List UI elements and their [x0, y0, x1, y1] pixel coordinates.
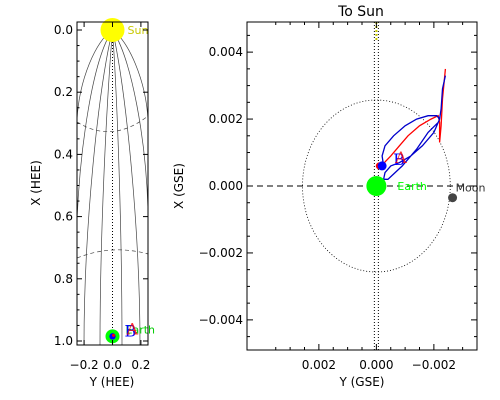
field-line [99, 29, 113, 346]
field-line [76, 29, 113, 221]
left-y-tick-label: 0.0 [54, 23, 73, 37]
moon-label: Moon [456, 182, 486, 195]
spacecraft-a-marker [112, 333, 115, 337]
earth-label: Earth [397, 180, 427, 193]
right-y-tick-label: −0.004 [199, 313, 243, 327]
field-line [112, 29, 141, 346]
left-x-tick-label: 0.2 [131, 358, 150, 372]
left-y-tick-label: 0.2 [54, 85, 73, 99]
right-y-tick-label: 0.002 [209, 112, 243, 126]
left-y-tick-label: 0.6 [54, 210, 73, 224]
right-y-tick-label: −0.002 [199, 246, 243, 260]
sun-label: Sun [128, 24, 149, 37]
right-marks: Earth Moon BA [247, 22, 486, 350]
right-x-tick-label: 0.000 [359, 358, 393, 372]
field-line [112, 29, 149, 211]
right-y-axis-label: X (GSE) [172, 163, 186, 209]
right-y-tick-label: 0.000 [209, 179, 243, 193]
left-y-tick-label: 0.4 [54, 147, 73, 161]
spacecraft-a-orbit [383, 68, 447, 164]
field-line [83, 29, 113, 346]
spacecraft-b-marker [377, 161, 387, 171]
left-ticks: 0.0 0.2 0.4 0.6 0.8 1.0 −0.2 0.0 0.2 [54, 22, 150, 372]
left-x-tick-label: 0.0 [103, 358, 122, 372]
field-line [112, 29, 123, 346]
right-chart-title: To Sun [337, 4, 384, 20]
right-y-tick-label: 0.004 [209, 45, 243, 59]
spacecraft-b-orbit [381, 75, 447, 180]
orbit-arc-outer [76, 249, 149, 259]
left-y-tick-label: 0.8 [54, 272, 73, 286]
spacecraft-a-label: A [394, 148, 407, 167]
spacecraft-b-label: B [393, 150, 405, 169]
earth-marker [366, 176, 387, 196]
sun-marker [100, 18, 125, 42]
orbit-arc-inner [76, 115, 149, 132]
right-panel: To Sun Earth Moon BA 0.004 0.002 0.000 −0.002… [172, 4, 486, 389]
right-x-tick-label: −0.002 [412, 358, 456, 372]
right-ticks: 0.004 0.002 0.000 −0.002 −0.004 0.002 0.000 −0.… [199, 22, 478, 372]
left-y-tick-label: 1.0 [54, 334, 73, 348]
right-x-axis-label: Y (GSE) [338, 375, 384, 389]
moon-marker [448, 193, 458, 203]
left-x-tick-label: −0.2 [70, 358, 99, 372]
right-x-tick-label: 0.002 [302, 358, 336, 372]
left-field-lines [76, 29, 149, 346]
spacecraft-a-label: A [126, 319, 139, 338]
left-y-axis-label: X (HEE) [29, 160, 43, 206]
spacecraft-b-label: B [125, 321, 137, 340]
left-x-axis-label: Y (HEE) [89, 375, 135, 389]
